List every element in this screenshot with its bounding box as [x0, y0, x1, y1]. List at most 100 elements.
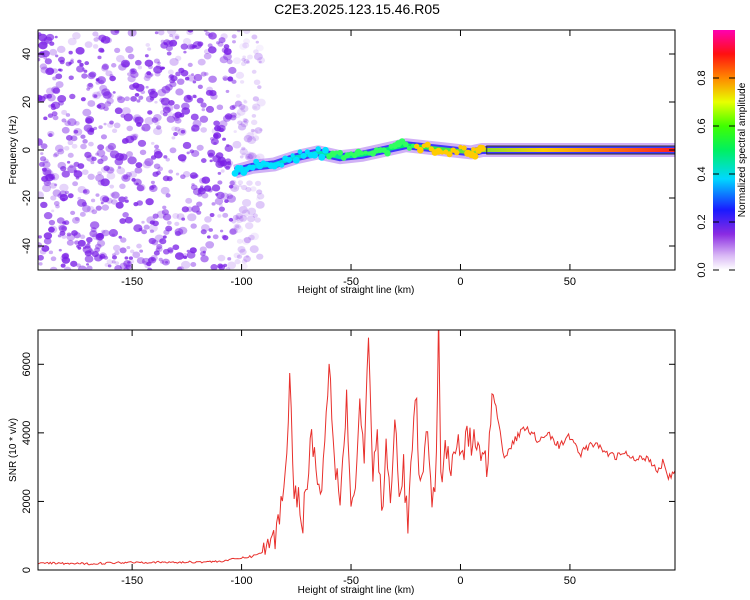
- noise-speck: [52, 115, 59, 121]
- noise-speck: [251, 103, 261, 111]
- noise-speck: [85, 116, 95, 124]
- y-tick-label: 0: [21, 147, 33, 153]
- x-tick-label: -150: [121, 276, 143, 288]
- noise-speck: [182, 37, 191, 45]
- noise-speck: [251, 69, 257, 74]
- snr-x-axis: -150 -100 -50 0 50: [121, 330, 576, 587]
- noise-speck: [130, 71, 139, 79]
- x-tick-label: 50: [564, 575, 576, 587]
- noise-speck: [64, 190, 69, 195]
- noise-speck: [200, 102, 207, 108]
- noise-speck: [254, 180, 262, 187]
- noise-speck: [130, 96, 137, 102]
- ridge-blob: [424, 141, 431, 148]
- noise-speck: [257, 85, 262, 89]
- x-tick-label: -150: [121, 575, 143, 587]
- noise-speck: [81, 73, 88, 79]
- noise-speck: [100, 178, 110, 187]
- noise-speck: [229, 114, 237, 121]
- noise-speck: [82, 139, 88, 144]
- noise-speck: [61, 170, 70, 178]
- noise-speck: [222, 212, 229, 218]
- noise-speck: [59, 190, 67, 197]
- noise-speck: [239, 248, 247, 256]
- noise-speck: [117, 165, 122, 169]
- noise-speck: [99, 195, 109, 203]
- noise-speck: [200, 127, 207, 133]
- ridge-blob: [461, 145, 467, 151]
- noise-speck: [204, 72, 209, 76]
- noise-speck: [218, 37, 226, 44]
- noise-speck: [136, 184, 145, 192]
- noise-speck: [241, 152, 247, 157]
- noise-speck: [80, 134, 86, 139]
- noise-speck: [147, 110, 153, 115]
- noise-speck: [156, 125, 162, 130]
- noise-speck: [224, 199, 229, 204]
- noise-speck: [46, 93, 53, 99]
- noise-speck: [242, 98, 247, 102]
- noise-speck: [211, 202, 216, 206]
- ridge-blob: [454, 149, 460, 156]
- noise-speck: [214, 197, 224, 205]
- noise-speck: [161, 66, 166, 70]
- noise-speck: [101, 229, 110, 237]
- noise-speck: [79, 211, 86, 217]
- noise-speck: [169, 74, 174, 79]
- noise-speck: [233, 223, 241, 230]
- noise-speck: [207, 149, 216, 157]
- noise-speck: [231, 79, 237, 84]
- noise-speck: [228, 217, 234, 222]
- noise-speck: [153, 58, 160, 64]
- noise-speck: [196, 201, 203, 207]
- noise-speck: [236, 238, 243, 244]
- noise-speck: [110, 199, 118, 205]
- noise-speck: [50, 256, 57, 262]
- noise-speck: [162, 205, 167, 210]
- noise-speck: [246, 215, 256, 223]
- noise-speck: [87, 173, 95, 180]
- noise-speck: [97, 232, 104, 239]
- noise-speck: [162, 213, 172, 221]
- noise-speck: [128, 256, 134, 260]
- noise-speck: [256, 189, 263, 195]
- noise-speck: [191, 124, 200, 132]
- noise-speck: [211, 127, 220, 135]
- noise-speck: [161, 103, 170, 110]
- noise-speck: [240, 105, 249, 113]
- noise-speck: [106, 166, 115, 174]
- noise-speck: [86, 263, 90, 266]
- noise-speck: [154, 31, 159, 35]
- noise-speck: [190, 262, 197, 267]
- noise-speck: [91, 156, 97, 162]
- noise-speck: [149, 229, 155, 234]
- noise-speck: [159, 238, 167, 245]
- noise-speck: [74, 216, 80, 222]
- noise-speck: [241, 259, 248, 264]
- noise-speck: [63, 145, 70, 151]
- colorbar-label: Normalized spectral amplitude: [737, 82, 748, 217]
- noise-speck: [133, 224, 143, 233]
- noise-speck: [242, 55, 246, 59]
- noise-speck: [224, 113, 233, 120]
- noise-speck: [256, 253, 264, 260]
- ridge-blob: [304, 149, 310, 155]
- noise-speck: [186, 74, 196, 82]
- noise-speck: [234, 112, 241, 119]
- noise-speck: [185, 76, 190, 81]
- noise-speck: [122, 212, 129, 218]
- noise-speck: [124, 199, 129, 203]
- noise-speck: [239, 43, 248, 50]
- noise-speck: [174, 111, 183, 119]
- noise-speck: [54, 35, 58, 39]
- y-tick-label: 4000: [21, 421, 33, 445]
- noise-speck: [86, 83, 94, 89]
- noise-speck: [235, 94, 241, 98]
- noise-speck: [183, 50, 187, 54]
- noise-speck: [77, 239, 86, 247]
- noise-speck: [92, 44, 99, 49]
- noise-speck: [217, 263, 224, 269]
- noise-speck: [59, 183, 69, 192]
- noise-speck: [143, 224, 150, 230]
- noise-speck: [204, 216, 212, 223]
